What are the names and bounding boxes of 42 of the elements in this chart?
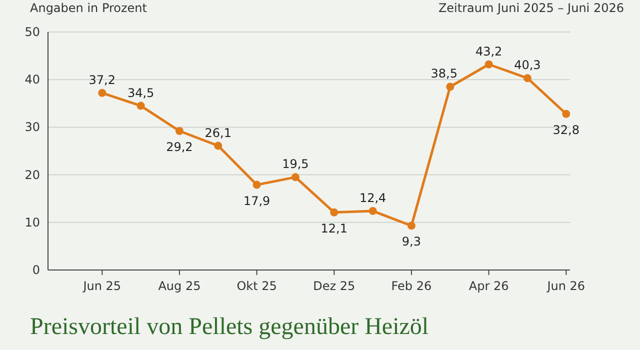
x-tick-label: Dez 25 xyxy=(313,279,356,293)
data-label: 9,3 xyxy=(402,234,422,249)
text: Preisvorteil von Pellets gegenüber Heizöl xyxy=(30,314,429,340)
x-tick-label: Okt 25 xyxy=(236,279,277,293)
data-label: 32,8 xyxy=(552,122,580,137)
x-tick-label: Jun 26 xyxy=(546,279,586,293)
x-tick-label: Feb 26 xyxy=(391,279,432,293)
y-tick-label: 10 xyxy=(24,215,40,230)
point xyxy=(562,110,570,118)
data-label: 12,4 xyxy=(359,190,386,205)
point xyxy=(214,142,222,150)
point xyxy=(252,180,261,189)
data-label: 26,1 xyxy=(204,126,232,140)
point xyxy=(175,127,184,136)
data-label: 37,2 xyxy=(88,72,116,87)
point xyxy=(136,102,145,110)
point xyxy=(446,82,454,91)
point xyxy=(291,173,300,182)
x-tick-label: Jun 25 xyxy=(82,279,122,293)
point xyxy=(407,222,416,230)
y-tick-label: 50 xyxy=(24,25,40,39)
y-tick-label: 20 xyxy=(24,168,40,182)
y-axis-title: Angaben in Prozent xyxy=(30,1,148,15)
chart-subtitle: Zeitraum Juni 2025 – Juni 2026 xyxy=(438,1,624,15)
data-label: 38,5 xyxy=(430,66,458,81)
data-label: 34,5 xyxy=(127,86,154,100)
data-label: 40,3 xyxy=(514,58,541,72)
data-label: 17,9 xyxy=(243,194,270,208)
data-label: 12,1 xyxy=(320,221,348,236)
point xyxy=(98,88,106,97)
y-tick-label: 0 xyxy=(32,263,40,277)
point xyxy=(368,206,377,215)
y-tick-label: 30 xyxy=(24,120,40,134)
data-label: 43,2 xyxy=(475,44,502,58)
data-label: 29,2 xyxy=(166,140,193,154)
point xyxy=(484,60,493,68)
y-tick-label: 40 xyxy=(24,72,40,87)
point xyxy=(330,208,338,216)
x-tick-label: Aug 25 xyxy=(158,279,201,293)
point xyxy=(523,74,532,82)
x-tick-label: Apr 26 xyxy=(468,279,509,293)
data-label: 19,5 xyxy=(282,157,309,172)
